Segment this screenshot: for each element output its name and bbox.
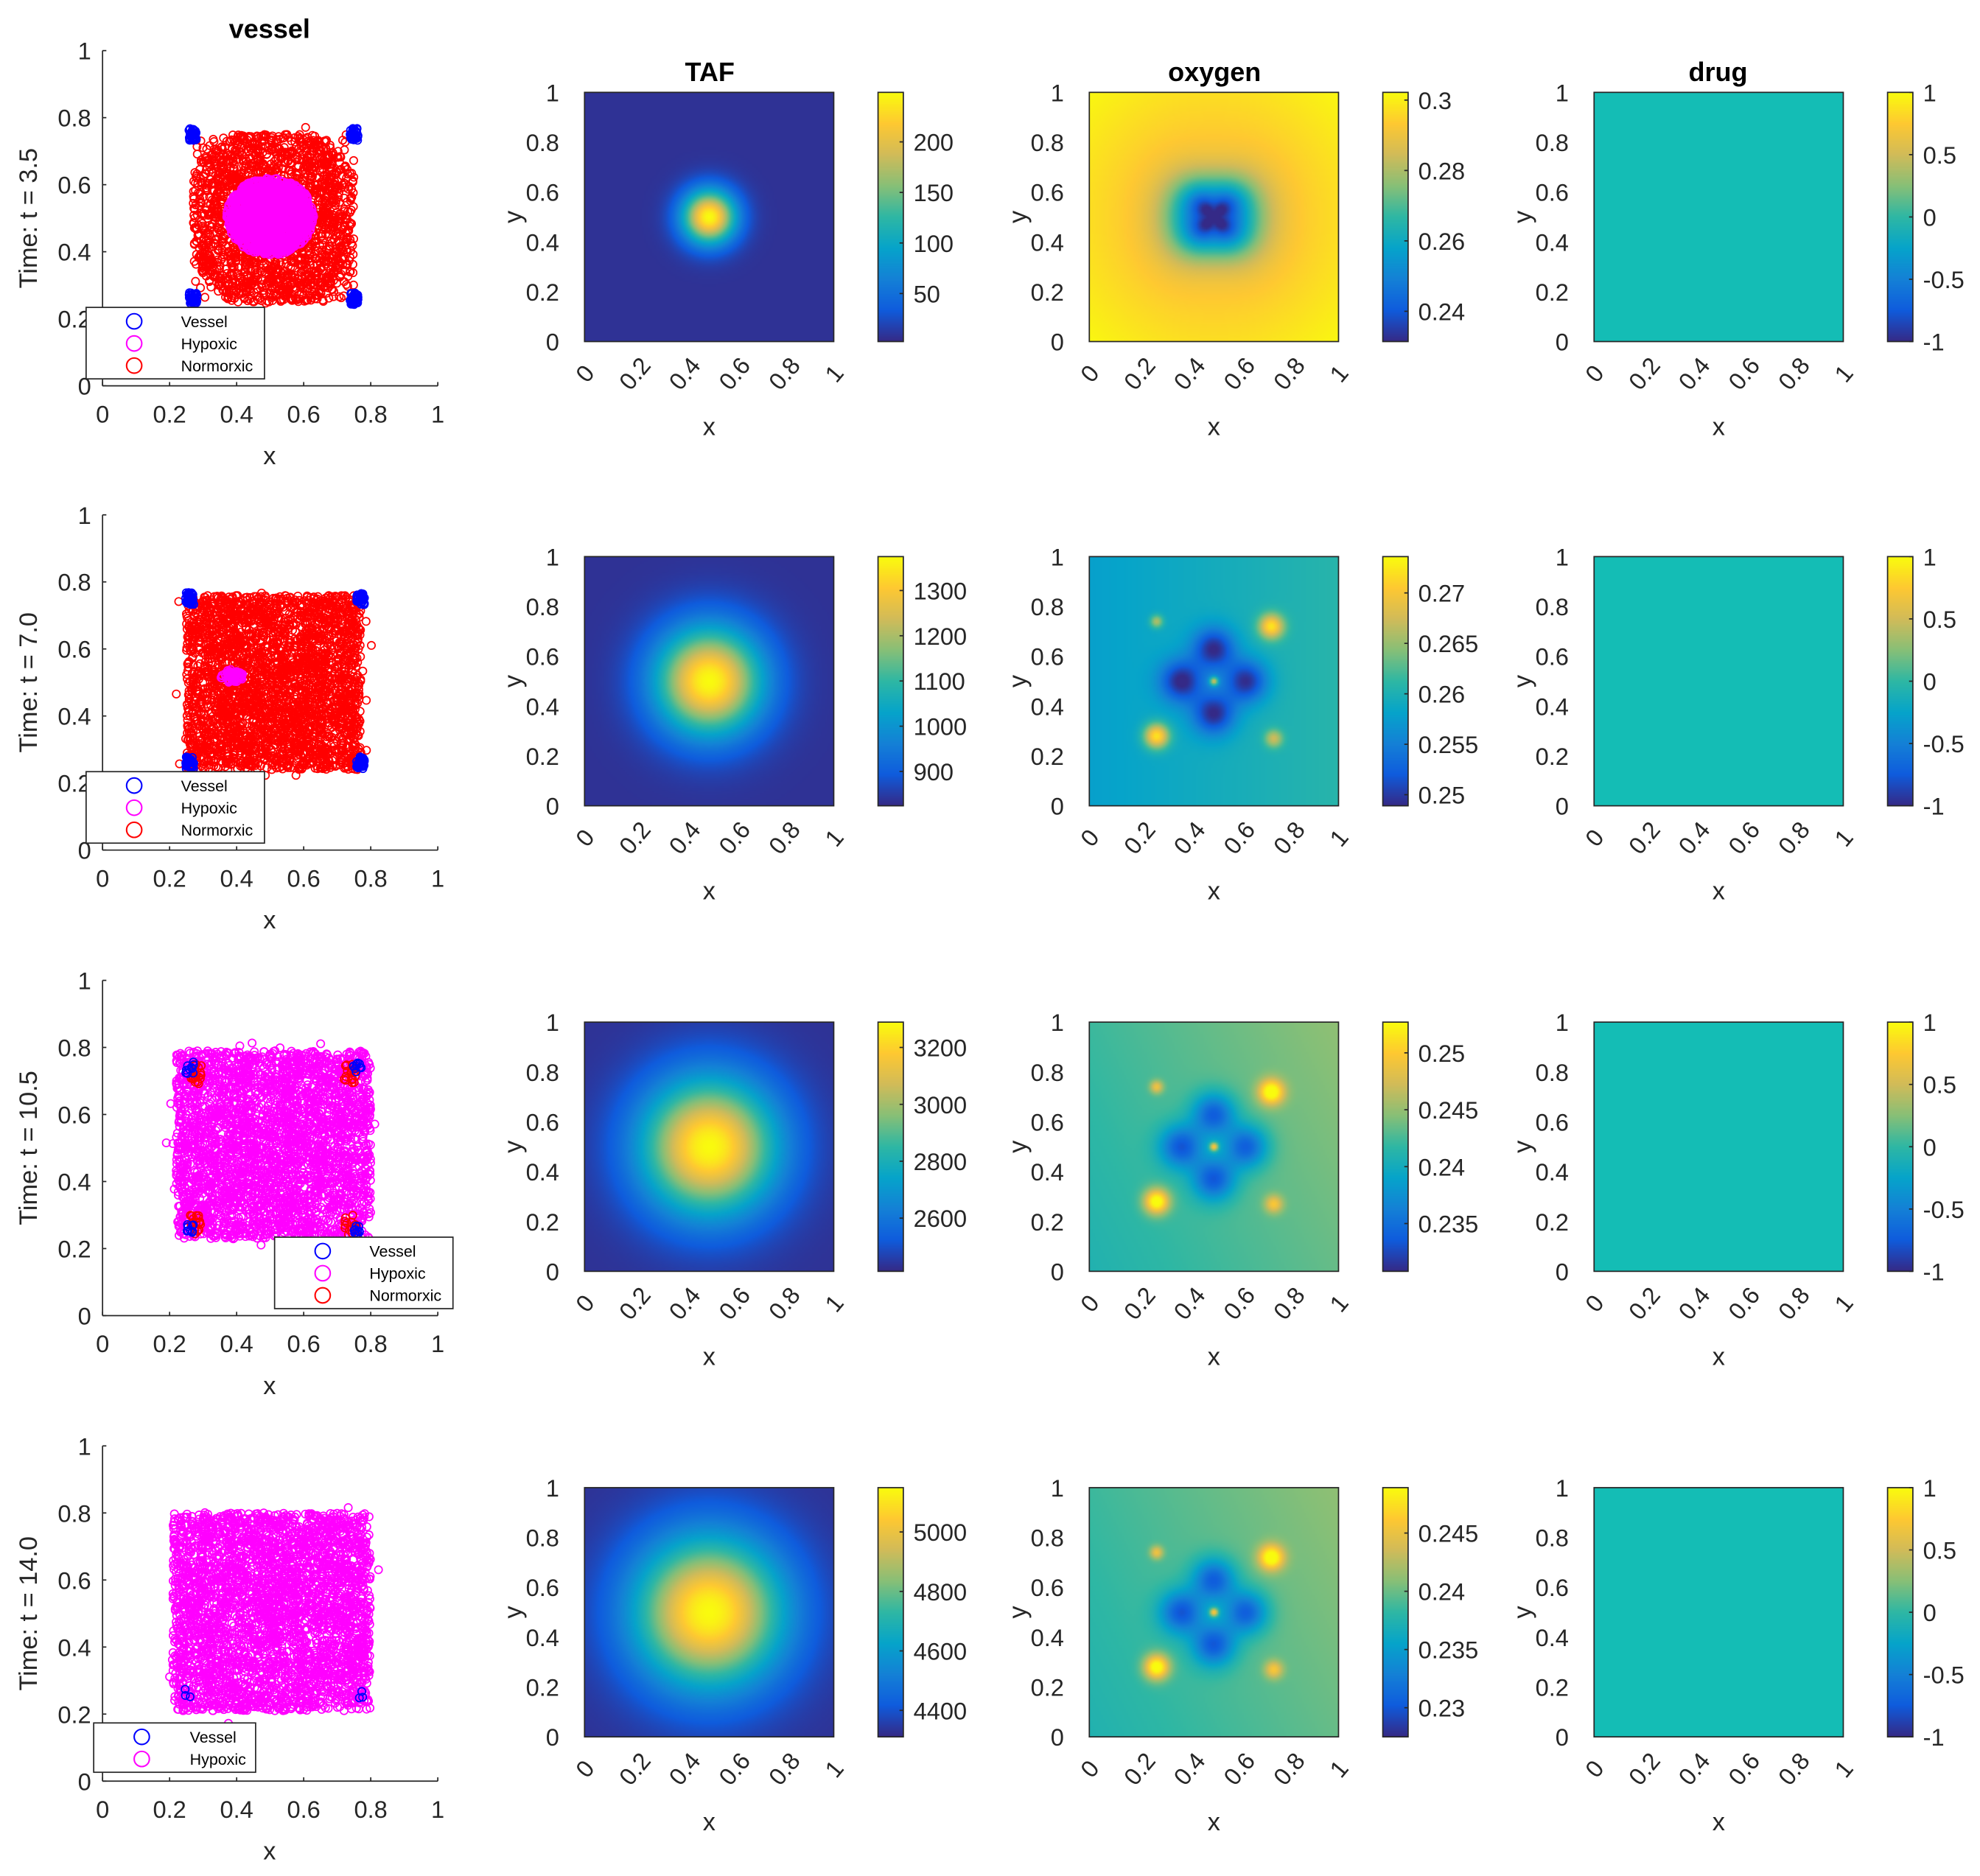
- y-tick-label: 0: [1556, 329, 1569, 356]
- scatter-point-normorxic: [362, 696, 371, 705]
- x-tick-label: 0.4: [1673, 352, 1715, 396]
- y-tick-label: 0.8: [1031, 129, 1064, 156]
- scatter-point-normorxic: [301, 122, 310, 132]
- colorbar-tick-label: 100: [914, 230, 954, 257]
- colorbar-tick-label: 0.5: [1923, 141, 1956, 169]
- colorbar-tick-label: 1: [1923, 79, 1937, 106]
- y-tick-label: 1: [78, 38, 91, 65]
- x-tick-label: 0.4: [1168, 352, 1210, 396]
- scatter-point-normorxic: [287, 136, 296, 146]
- y-tick-label: 0.6: [1536, 179, 1569, 206]
- oxygen-field-image: [1089, 92, 1339, 342]
- colorbar-tick-label: 0.28: [1418, 157, 1465, 184]
- y-tick-label: 0.4: [57, 239, 91, 266]
- y-axis-label: y: [1508, 210, 1536, 223]
- y-tick-label: 0.2: [1031, 279, 1064, 306]
- colorbar-tick-label: 150: [914, 179, 954, 206]
- colorbar-tick-label: 0.26: [1418, 228, 1465, 255]
- colorbar-tick-label: 0: [1923, 203, 1937, 231]
- y-tick-label: 0.6: [1031, 179, 1064, 206]
- x-tick-label: 0.4: [663, 352, 705, 396]
- x-tick-label: 0.6: [1723, 352, 1765, 396]
- taf-field-image: [584, 92, 834, 342]
- y-tick-label: 0.2: [526, 279, 559, 306]
- colorbar-tick-label: -1: [1923, 329, 1945, 356]
- colorbar-tick-label: 0.24: [1418, 298, 1465, 325]
- taf-title: TAF: [685, 57, 735, 87]
- y-tick-label: 0: [1051, 329, 1064, 356]
- y-tick-label: 0.8: [1536, 129, 1569, 156]
- x-tick-label: 0.6: [287, 400, 320, 427]
- x-axis-label: x: [1713, 413, 1725, 441]
- x-tick-label: 0.6: [1218, 352, 1260, 396]
- colorbar: [1382, 92, 1408, 342]
- y-tick-label: 0.4: [1536, 228, 1569, 256]
- x-tick-label: 1: [431, 400, 444, 427]
- oxygen-title: oxygen: [1168, 57, 1261, 87]
- x-tick-label: 0.8: [354, 400, 387, 427]
- y-tick-label: 0.4: [526, 228, 559, 256]
- colorbar-tick-label: -0.5: [1923, 266, 1965, 293]
- scatter-point-normorxic: [191, 276, 200, 286]
- vessel-title: vessel: [229, 14, 310, 44]
- y-tick-label: 1: [546, 79, 559, 106]
- y-tick-label: 0.8: [526, 129, 559, 156]
- x-tick-label: 0.8: [763, 352, 805, 396]
- colorbar-tick-label: 0.3: [1418, 87, 1452, 114]
- legend-entry: Vessel: [181, 313, 228, 331]
- y-tick-label: 1: [1051, 79, 1064, 106]
- x-tick-label: 0.8: [1267, 352, 1309, 396]
- oxygen-heatmap-row-1: 000.20.20.40.40.60.60.80.811yx0.240.260.…: [1004, 79, 1465, 441]
- x-tick-label: 0.2: [1119, 352, 1161, 396]
- x-tick-label: 0.6: [713, 352, 755, 396]
- x-tick-label: 1: [819, 360, 849, 388]
- drug-heatmap-row-1: 000.20.20.40.40.60.60.80.811yx-1-0.500.5…: [1508, 79, 1964, 441]
- drug-field-image: [1594, 92, 1844, 342]
- x-tick-label: 0.2: [153, 400, 186, 427]
- y-tick-label: 0.2: [1536, 279, 1569, 306]
- taf-heatmap-row-1: 000.20.20.40.40.60.60.80.811yx5010015020…: [499, 79, 954, 441]
- legend-entry: Hypoxic: [181, 335, 238, 353]
- scatter-points: [184, 122, 363, 309]
- y-tick-label: 0.6: [57, 172, 91, 199]
- x-axis-label: x: [703, 413, 716, 441]
- legend-entry: Normorxic: [181, 357, 253, 375]
- scatter-points: [172, 588, 376, 780]
- legend: Vessel Hypoxic Normorxic: [85, 307, 265, 380]
- y-axis-label: y: [1004, 210, 1032, 223]
- colorbar-tick-label: 50: [914, 280, 940, 307]
- y-tick-label: 0.8: [57, 105, 91, 132]
- x-tick-label: 0: [570, 360, 600, 388]
- y-tick-label: 0.6: [526, 179, 559, 206]
- x-tick-label: 1: [1324, 360, 1354, 388]
- x-tick-label: 0.8: [1772, 352, 1814, 396]
- scatter-point-normorxic: [200, 293, 210, 302]
- colorbar-tick-label: 200: [914, 129, 954, 156]
- x-tick-label: 0.2: [1623, 352, 1665, 396]
- x-tick-label: 0: [1580, 360, 1609, 388]
- y-tick-label: 1: [1556, 79, 1569, 106]
- y-tick-label: 0: [546, 329, 559, 356]
- x-tick-label: 0.2: [614, 352, 656, 396]
- y-tick-label: 0.4: [1031, 228, 1064, 256]
- drug-title: drug: [1688, 57, 1747, 87]
- x-axis-label: x: [1208, 413, 1220, 441]
- row-time-label: Time: t = 3.5: [15, 148, 43, 288]
- x-axis-label: x: [263, 442, 276, 470]
- x-tick-label: 0: [1075, 360, 1105, 388]
- x-tick-label: 1: [1829, 360, 1858, 388]
- colorbar: [878, 92, 903, 342]
- x-tick-label: 0: [96, 400, 109, 427]
- scatter-point-normorxic: [349, 155, 358, 165]
- y-axis-label: y: [499, 210, 527, 223]
- x-tick-label: 0.4: [220, 400, 253, 427]
